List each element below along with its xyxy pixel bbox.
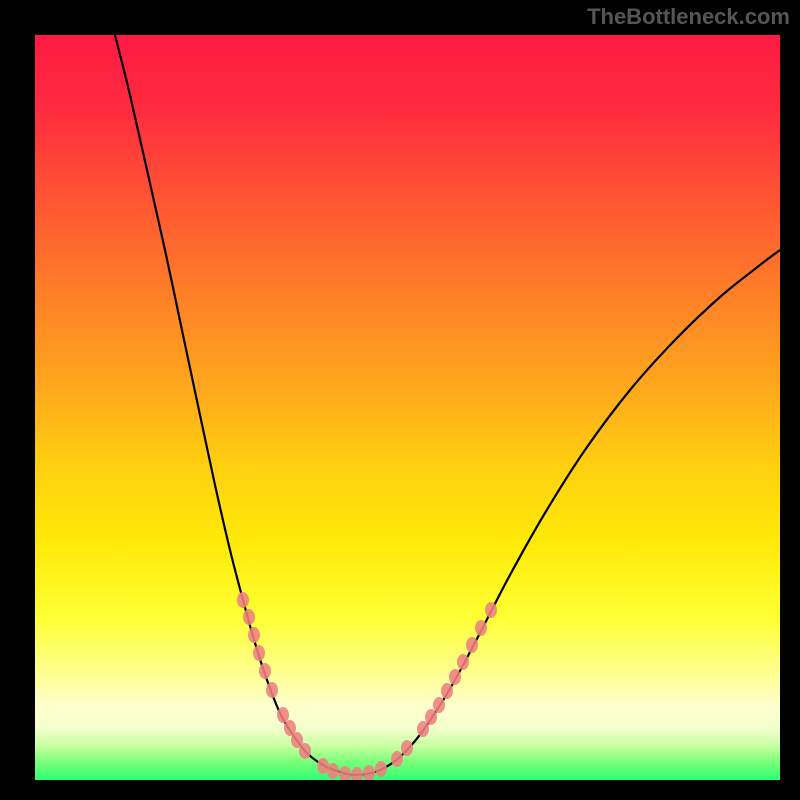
- plot-svg: [35, 35, 780, 780]
- marker-left-lower: [277, 707, 289, 723]
- chart-container: TheBottleneck.com: [0, 0, 800, 800]
- marker-left-lower: [299, 743, 311, 759]
- marker-right-lower: [391, 751, 403, 767]
- plot-area: [35, 35, 780, 780]
- marker-right-upper: [449, 669, 461, 685]
- marker-right-lower: [401, 740, 413, 756]
- gradient-background: [35, 35, 780, 780]
- marker-left-upper: [243, 609, 255, 625]
- marker-right-upper: [441, 683, 453, 699]
- marker-left-upper: [259, 663, 271, 679]
- marker-valley: [375, 761, 387, 777]
- marker-left-upper: [237, 592, 249, 608]
- marker-right-upper: [417, 721, 429, 737]
- marker-left-upper: [266, 682, 278, 698]
- marker-right-upper: [475, 620, 487, 636]
- marker-right-upper: [425, 709, 437, 725]
- marker-right-upper: [457, 654, 469, 670]
- marker-left-upper: [248, 627, 260, 643]
- marker-right-upper: [466, 637, 478, 653]
- marker-valley: [327, 763, 339, 779]
- marker-right-upper: [433, 697, 445, 713]
- watermark-text: TheBottleneck.com: [587, 4, 790, 30]
- marker-right-upper: [485, 602, 497, 618]
- marker-left-upper: [253, 645, 265, 661]
